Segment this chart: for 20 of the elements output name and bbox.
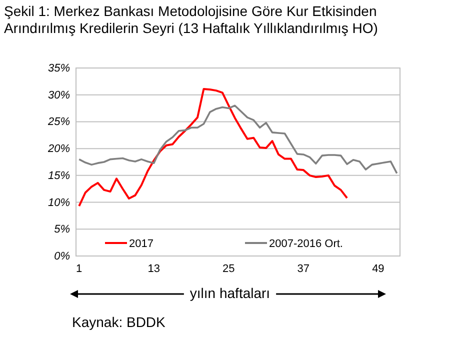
x-tick-label: 49 <box>372 262 384 275</box>
legend-label: 2007-2016 Ort. <box>269 238 343 250</box>
legend-label: 2017 <box>129 238 154 250</box>
y-tick-label: 0% <box>54 250 70 263</box>
y-tick-label: 5% <box>54 224 70 236</box>
y-tick-label: 10% <box>48 196 70 209</box>
text: Kaynak: BDDK <box>72 314 166 330</box>
x-tick-label: 1 <box>76 262 82 275</box>
x-tick-label: 25 <box>222 262 235 275</box>
y-tick-label: 35% <box>48 62 70 75</box>
y-tick-label: 30% <box>48 89 70 102</box>
y-tick-label: 15% <box>48 170 70 182</box>
line-series <box>78 88 348 208</box>
y-tick-label: 25% <box>46 116 70 128</box>
x-tick-label: 37 <box>297 262 310 275</box>
line-series <box>78 104 398 174</box>
chart-title: Şekil 1: Merkez Bankası Metodolojisine Göre Kur Etkisinden Arındırılmış Kredilerin Seyri (13 Haftalık Yıllıklandırılmış HO) <box>4 3 378 36</box>
x-tick-label: 13 <box>148 262 160 275</box>
x-axis-title: yılın haftaları <box>190 285 270 301</box>
y-tick-label: 20% <box>46 143 70 156</box>
